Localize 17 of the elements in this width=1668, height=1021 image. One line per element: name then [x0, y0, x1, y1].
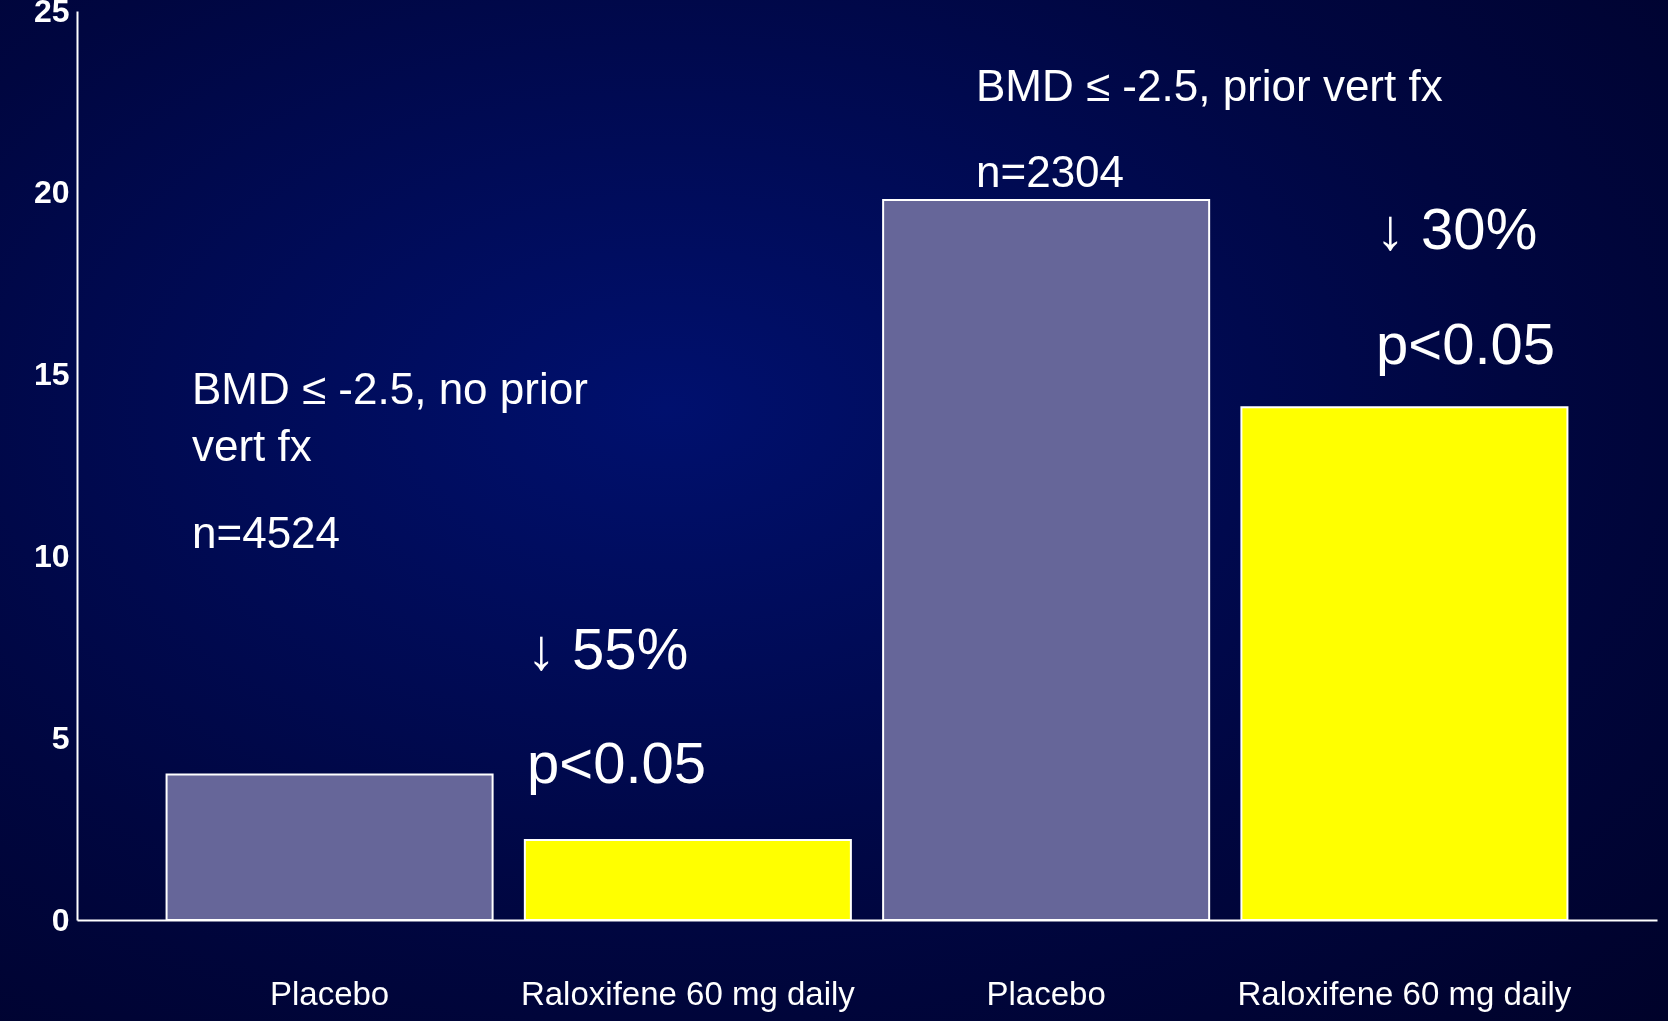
x-tick-label: Raloxifene 60 mg daily	[1237, 974, 1572, 1012]
x-tick-label: Placebo	[986, 974, 1106, 1012]
y-tick-label: 5	[51, 719, 70, 756]
y-tick-label: 15	[33, 356, 70, 393]
annotation: BMD ≤ -2.5, prior vert fx	[976, 61, 1443, 110]
annotation: BMD ≤ -2.5, no prior vert fx	[192, 364, 588, 470]
annotation: n=2304	[976, 147, 1125, 196]
annotation: ↓ 30%	[1376, 196, 1538, 261]
y-tick-label: 20	[33, 174, 70, 211]
y-tick-label: 10	[33, 537, 70, 574]
x-tick-label: Raloxifene 60 mg daily	[520, 974, 856, 1012]
annotation: n=4524	[192, 508, 341, 557]
annotation: p<0.05	[527, 730, 707, 795]
y-tick-label: 0	[51, 901, 70, 938]
x-tick-label: Placebo	[269, 974, 390, 1012]
annotation: p<0.05	[1376, 311, 1556, 376]
annotation: ↓ 55%	[527, 616, 689, 681]
